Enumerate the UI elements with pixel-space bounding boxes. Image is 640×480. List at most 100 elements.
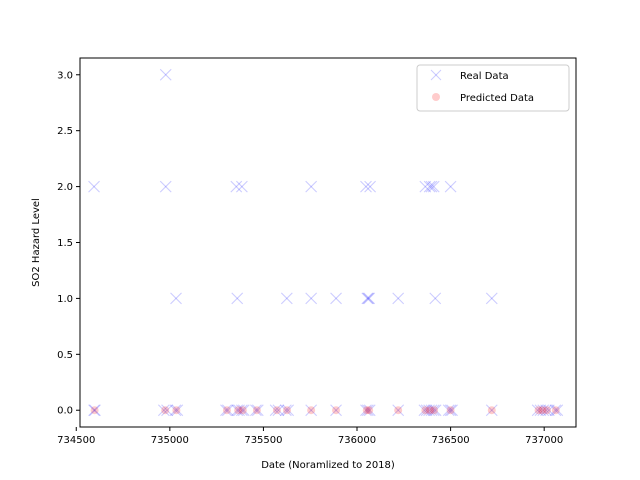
- real-data-point-7: [280, 292, 293, 305]
- predicted-data-point-7: [272, 406, 281, 415]
- legend-label-real: Real Data: [460, 71, 509, 82]
- y-axis-ticks: 0.0 0.5 1.0 1.5 2.0 2.5 3.0: [57, 70, 80, 417]
- predicted-data-point-20: [538, 406, 547, 415]
- real-data-point-59: [534, 404, 547, 417]
- real-data-point-64: [551, 404, 564, 417]
- x-tick-label-1: 735000: [151, 435, 189, 446]
- y-axis-label: SO2 Hazard Level: [31, 198, 42, 287]
- real-data-point-12: [364, 180, 377, 193]
- real-data-point-53: [429, 404, 442, 417]
- y-tick-label-5: 2.5: [57, 126, 73, 137]
- real-data-point-22: [429, 292, 442, 305]
- real-data-point-40: [279, 404, 292, 417]
- real-data-point-51: [425, 404, 438, 417]
- real-data-point-8: [305, 180, 318, 193]
- real-data-point-17: [419, 180, 432, 193]
- y-tick-label-6: 3.0: [57, 70, 73, 81]
- y-tick-label-2: 1.0: [57, 294, 73, 305]
- y-tick-label-3: 1.5: [57, 238, 73, 249]
- real-data-points: [88, 68, 564, 417]
- real-data-point-48: [418, 404, 431, 417]
- real-data-point-3: [170, 292, 182, 305]
- predicted-data-point-13: [394, 406, 403, 415]
- real-data-point-19: [425, 180, 438, 193]
- predicted-data-point-4: [234, 406, 243, 415]
- real-data-point-21: [444, 180, 457, 193]
- real-data-point-54: [442, 404, 455, 417]
- real-data-point-52: [427, 404, 440, 417]
- predicted-data-point-8: [283, 406, 292, 415]
- predicted-data-point-18: [487, 406, 496, 415]
- y-tick-label-0: 0.0: [57, 406, 73, 417]
- real-data-point-23: [485, 292, 498, 305]
- real-data-point-57: [485, 404, 498, 417]
- predicted-data-point-2: [172, 406, 181, 415]
- real-data-point-0: [88, 180, 100, 193]
- predicted-data-point-19: [534, 406, 543, 415]
- real-data-point-34: [236, 404, 248, 417]
- predicted-data-point-9: [307, 406, 316, 415]
- predicted-data-point-0: [90, 406, 99, 415]
- real-data-point-55: [444, 404, 457, 417]
- real-data-point-49: [420, 404, 433, 417]
- real-data-point-20: [427, 180, 440, 193]
- real-data-point-10: [330, 292, 342, 305]
- real-data-point-32: [231, 404, 244, 417]
- x-axis-label: Date (Noramlized to 2018): [261, 460, 395, 471]
- real-data-point-56: [446, 404, 458, 417]
- real-data-point-13: [362, 292, 375, 305]
- real-data-point-39: [272, 404, 285, 417]
- real-data-point-30: [220, 404, 232, 417]
- real-data-point-60: [537, 404, 550, 417]
- real-data-point-35: [237, 404, 250, 417]
- real-data-point-37: [251, 404, 264, 417]
- real-data-point-41: [282, 404, 295, 417]
- real-data-point-18: [423, 180, 436, 193]
- legend: Real Data Predicted Data: [416, 64, 570, 112]
- x-tick-label-3: 736000: [338, 435, 376, 446]
- real-data-point-25: [89, 404, 101, 417]
- real-data-point-11: [360, 180, 372, 193]
- real-data-point-44: [360, 404, 372, 417]
- real-data-point-62: [542, 404, 555, 417]
- real-data-point-46: [363, 404, 376, 417]
- predicted-data-point-22: [551, 406, 560, 415]
- real-data-point-42: [305, 404, 318, 417]
- real-data-point-38: [269, 404, 282, 417]
- legend-marker-predicted: [432, 93, 440, 101]
- real-data-point-4: [230, 180, 243, 193]
- real-data-point-9: [305, 292, 318, 305]
- real-data-point-31: [221, 404, 234, 417]
- predicted-data-point-17: [446, 406, 455, 415]
- x-tick-label-2: 735500: [244, 435, 282, 446]
- predicted-data-point-3: [222, 406, 231, 415]
- real-data-point-15: [361, 292, 374, 305]
- real-data-point-2: [159, 180, 172, 193]
- real-data-point-29: [171, 404, 184, 417]
- real-data-point-61: [540, 404, 552, 417]
- x-tick-label-4: 736500: [432, 435, 470, 446]
- predicted-data-points: [90, 406, 560, 415]
- real-data-point-26: [157, 404, 170, 417]
- real-data-point-36: [250, 404, 262, 417]
- real-data-point-16: [392, 292, 405, 305]
- x-axis-ticks: 734500 735000 735500 736000 736500 737000: [57, 427, 563, 446]
- real-data-point-14: [363, 292, 376, 305]
- legend-marker-real: [430, 69, 442, 81]
- real-data-point-45: [361, 404, 374, 417]
- real-data-point-47: [392, 404, 405, 417]
- real-data-point-28: [169, 404, 182, 417]
- predicted-data-point-12: [365, 406, 374, 415]
- y-tick-label-4: 2.0: [57, 182, 73, 193]
- real-data-point-43: [330, 404, 342, 417]
- predicted-data-point-21: [542, 406, 551, 415]
- predicted-data-point-5: [238, 406, 247, 415]
- predicted-data-point-15: [426, 406, 435, 415]
- x-tick-label-0: 734500: [57, 435, 95, 446]
- real-data-point-5: [236, 180, 248, 193]
- predicted-data-point-1: [161, 406, 170, 415]
- predicted-data-point-16: [430, 406, 439, 415]
- real-data-point-50: [423, 404, 435, 417]
- predicted-data-point-14: [421, 406, 430, 415]
